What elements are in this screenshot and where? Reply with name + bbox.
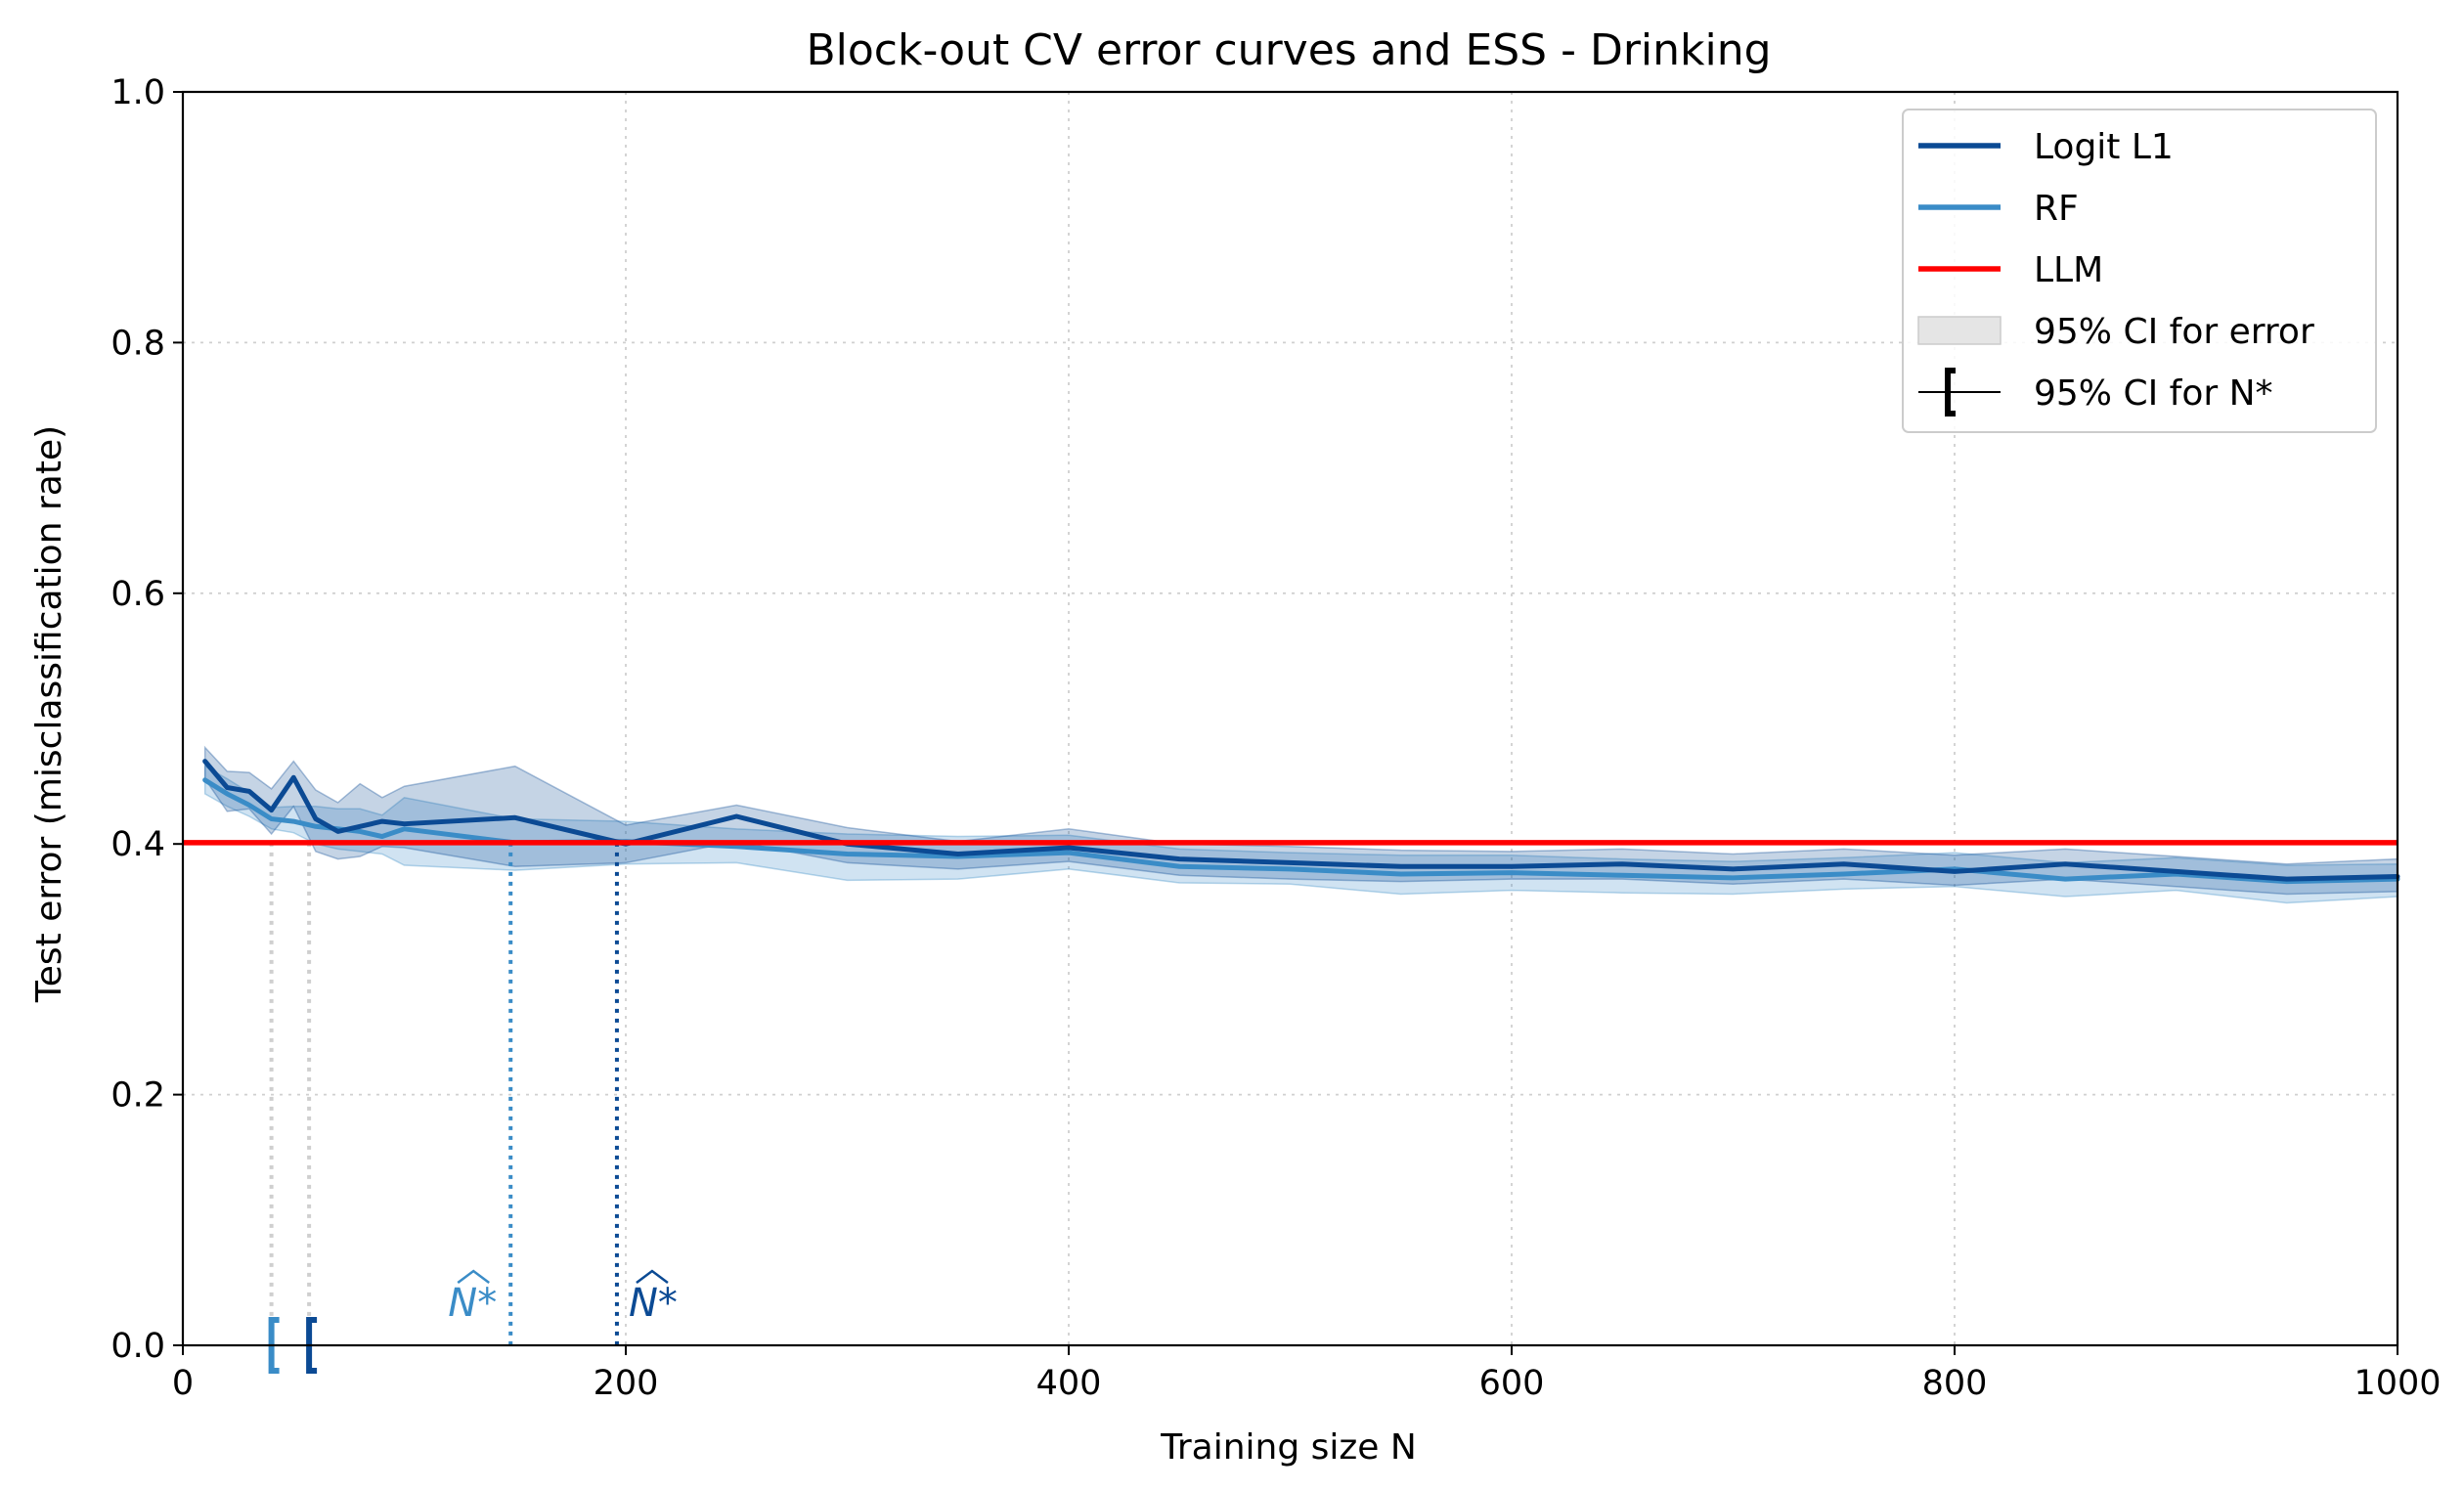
x-tick-label: 1000	[2354, 1364, 2441, 1403]
legend-label: RF	[2034, 189, 2079, 229]
y-tick-label: 1.0	[110, 73, 165, 112]
plot-frame	[181, 90, 2399, 1347]
n-star-markers: N* N*	[268, 1269, 678, 1374]
legend-swatch-bracket	[1945, 368, 1956, 417]
n-star-label: N*	[448, 1281, 497, 1326]
x-axis-label: Training size N	[1160, 1427, 1417, 1468]
x-tick-label: 800	[1922, 1364, 1988, 1403]
x-tick-label: 600	[1479, 1364, 1545, 1403]
legend-label: Logit L1	[2034, 127, 2174, 167]
x-tick-label: 0	[172, 1364, 194, 1403]
n-star-hat	[457, 1269, 490, 1284]
legend: Logit L1 RF LLM 95% CI for error 95% CI for …	[1902, 109, 2377, 433]
gridlines	[183, 92, 2398, 1345]
y-tick-label: 0.0	[110, 1327, 165, 1366]
x-axis-ticks: 0 200 400 600 800 1000	[172, 1345, 2442, 1403]
x-tick-label: 200	[594, 1364, 659, 1403]
series-lines	[202, 759, 2400, 885]
y-axis-ticks: 0.0 0.2 0.4 0.6 0.8 1.0	[110, 73, 183, 1366]
series-line-logit-l1	[202, 759, 2400, 882]
n-star-label: N*	[629, 1281, 678, 1326]
legend-label: 95% CI for error	[2034, 312, 2314, 352]
n-star-hat	[636, 1269, 669, 1284]
legend-label: 95% CI for N*	[2034, 373, 2273, 414]
y-tick-label: 0.8	[110, 324, 165, 363]
chart-title: Block-out CV error curves and ESS - Drin…	[806, 25, 1771, 75]
y-tick-label: 0.6	[110, 575, 165, 614]
series-line-rf	[202, 777, 2400, 885]
y-axis-label: Test error (misclassification rate)	[29, 425, 69, 1003]
x-tick-label: 400	[1036, 1364, 1102, 1403]
y-tick-label: 0.4	[110, 825, 165, 864]
y-tick-label: 0.2	[110, 1076, 165, 1116]
legend-swatch-patch	[1917, 316, 2002, 345]
legend-box	[1902, 109, 2377, 433]
legend-label: LLM	[2034, 250, 2103, 290]
